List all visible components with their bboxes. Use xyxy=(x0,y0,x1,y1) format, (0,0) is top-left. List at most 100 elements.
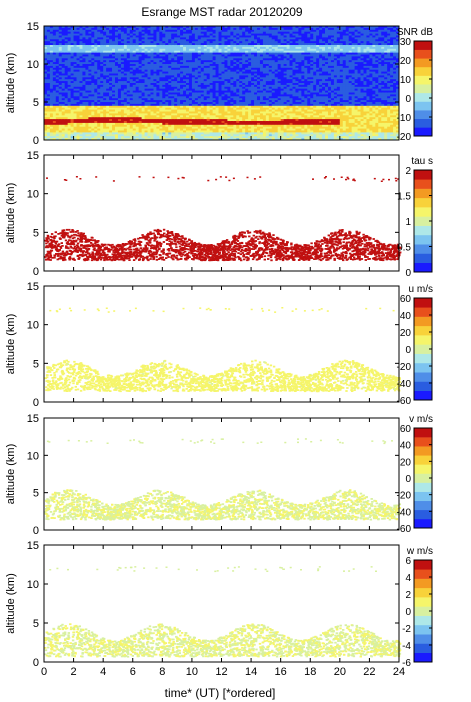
heatmap-cell xyxy=(91,92,95,95)
heatmap-cell xyxy=(106,121,110,124)
heatmap-cell xyxy=(67,45,72,48)
heatmap-cell xyxy=(132,102,137,105)
heatmap-cell xyxy=(106,31,110,34)
heatmap-cell xyxy=(91,62,95,65)
heatmap-cell xyxy=(58,105,63,109)
heatmap-cell xyxy=(150,62,154,65)
heatmap-cell xyxy=(135,102,140,105)
heatmap-cell xyxy=(141,65,145,69)
heatmap-cell xyxy=(115,26,119,29)
heatmap-cell xyxy=(73,98,77,101)
heatmap-cell xyxy=(141,105,145,109)
heatmap-cell xyxy=(159,102,163,105)
heatmap-cell xyxy=(49,121,54,124)
heatmap-cell xyxy=(156,58,160,61)
heatmap-cell xyxy=(82,102,86,105)
heatmap-cell xyxy=(100,84,104,88)
heatmap-cell xyxy=(79,124,83,128)
heatmap-cell xyxy=(123,60,128,63)
heatmap-cell xyxy=(58,119,63,122)
heatmap-cell xyxy=(97,67,101,71)
heatmap-cell xyxy=(85,71,89,74)
heatmap-cell xyxy=(109,29,113,33)
heatmap-cell xyxy=(44,84,48,88)
heatmap-cell xyxy=(100,128,104,131)
heatmap-cell xyxy=(103,50,107,53)
heatmap-cell xyxy=(55,113,60,116)
heatmap-cell xyxy=(144,83,148,86)
heatmap-cell xyxy=(159,37,163,40)
heatmap-cell xyxy=(112,77,116,80)
heatmap-cell xyxy=(106,33,110,36)
heatmap-cell xyxy=(156,134,160,137)
heatmap-cell xyxy=(103,92,107,95)
heatmap-cell xyxy=(103,126,107,129)
heatmap-cell xyxy=(73,77,77,80)
heatmap-cell xyxy=(156,86,160,90)
heatmap-cell xyxy=(55,54,60,57)
heatmap-cell xyxy=(132,138,137,141)
heatmap-cell xyxy=(138,107,143,110)
heatmap-cell xyxy=(117,84,122,88)
heatmap-cell xyxy=(126,41,131,44)
heatmap-cell xyxy=(138,111,143,114)
heatmap-cell xyxy=(138,35,143,38)
heatmap-cell xyxy=(109,84,113,88)
heatmap-cell xyxy=(100,126,104,129)
heatmap-cell xyxy=(97,128,101,131)
heatmap-cell xyxy=(153,48,157,52)
heatmap-cell xyxy=(61,128,66,131)
heatmap-cell xyxy=(94,83,98,86)
heatmap-cell xyxy=(112,71,116,74)
heatmap-cell xyxy=(106,52,110,55)
heatmap-cell xyxy=(88,50,92,53)
heatmap-cell xyxy=(97,43,101,46)
heatmap-cell xyxy=(109,77,113,80)
heatmap-cell xyxy=(94,126,98,129)
heatmap-cell xyxy=(100,138,104,141)
heatmap-cell xyxy=(109,138,113,141)
heatmap-cell xyxy=(144,126,148,129)
heatmap-cell xyxy=(156,60,160,63)
heatmap-cell xyxy=(85,65,89,69)
heatmap-cell xyxy=(165,58,169,61)
heatmap-cell xyxy=(67,107,72,110)
heatmap-cell xyxy=(162,128,166,131)
heatmap-cell xyxy=(64,94,69,97)
heatmap-cell xyxy=(44,138,48,141)
heatmap-cell xyxy=(64,77,69,80)
heatmap-cell xyxy=(141,84,145,88)
heatmap-cell xyxy=(61,88,66,91)
heatmap-cell xyxy=(100,105,104,109)
heatmap-cell xyxy=(100,26,104,29)
heatmap-cell xyxy=(55,81,60,84)
heatmap-cell xyxy=(97,109,101,112)
heatmap-cell xyxy=(147,75,151,78)
heatmap-cell xyxy=(70,113,74,116)
heatmap-cell xyxy=(52,48,57,52)
heatmap-cell xyxy=(153,65,157,69)
heatmap-cell xyxy=(88,39,92,42)
heatmap-cell xyxy=(55,26,60,29)
heatmap-cell xyxy=(49,26,54,29)
heatmap-cell xyxy=(58,46,63,50)
heatmap-cell xyxy=(153,83,157,86)
heatmap-cell xyxy=(123,37,128,40)
heatmap-cell xyxy=(79,65,83,69)
heatmap-cell xyxy=(67,128,72,131)
heatmap-cell xyxy=(88,67,92,71)
heatmap-cell xyxy=(85,29,89,33)
heatmap-cell xyxy=(61,105,66,109)
heatmap-cell xyxy=(91,26,95,29)
heatmap-cell xyxy=(123,96,128,99)
heatmap-cell xyxy=(70,96,74,99)
heatmap-cell xyxy=(147,130,151,133)
heatmap-cell xyxy=(162,109,166,112)
heatmap-cell xyxy=(156,132,160,135)
heatmap-cell xyxy=(44,29,48,33)
heatmap-cell xyxy=(103,90,107,93)
heatmap-cell xyxy=(115,83,119,86)
heatmap-cell xyxy=(147,83,151,86)
heatmap-cell xyxy=(159,79,163,82)
heatmap-cell xyxy=(120,111,125,114)
